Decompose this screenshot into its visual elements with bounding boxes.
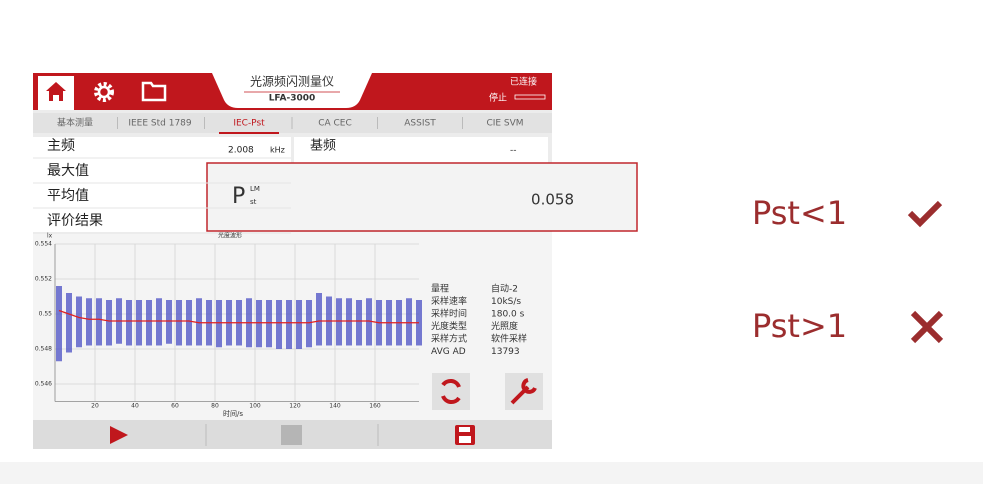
y-tick-label: 0.548 xyxy=(35,346,52,353)
play-button[interactable] xyxy=(110,426,128,444)
x-axis-label: 时间/s xyxy=(223,409,243,418)
x-tick-label: 140 xyxy=(329,403,341,410)
info-value: 10kS/s xyxy=(491,297,521,307)
x-tick-label: 20 xyxy=(91,403,99,410)
info-label: 采样方式 xyxy=(431,333,467,345)
folder-button[interactable] xyxy=(141,81,167,102)
y-tick-label: 0.554 xyxy=(35,241,52,248)
right-row xyxy=(294,137,548,163)
refresh-button[interactable] xyxy=(432,373,470,410)
x-tick-label: 40 xyxy=(131,403,139,410)
row-label: 最大值 xyxy=(47,163,89,179)
header-title-area xyxy=(212,73,372,108)
row-label: 主频 xyxy=(47,138,75,154)
y-axis-label: lx xyxy=(47,233,53,240)
popup-sup: LM xyxy=(250,185,260,193)
tab[interactable]: 基本测量 xyxy=(57,117,93,129)
x-tick-label: 160 xyxy=(369,403,381,410)
mean-line xyxy=(58,309,419,324)
save-button[interactable] xyxy=(455,425,475,445)
x-tick-label: 80 xyxy=(211,403,219,410)
row-label: 基频 xyxy=(310,139,336,154)
cross-icon xyxy=(910,310,944,344)
popup-value: 0.058 xyxy=(531,191,574,209)
settings-button[interactable] xyxy=(94,82,114,102)
info-label: 光度类型 xyxy=(431,320,467,332)
tab[interactable]: ASSIST xyxy=(404,119,436,129)
check-icon xyxy=(907,200,943,228)
row-value: 2.008 xyxy=(228,146,254,156)
popup xyxy=(206,162,638,232)
info-value: 13793 xyxy=(491,347,520,357)
row-label: 评价结果 xyxy=(47,213,103,229)
tab[interactable]: IEEE Std 1789 xyxy=(128,119,192,129)
progress xyxy=(514,94,546,100)
model: LFA-3000 xyxy=(269,94,316,104)
y-tick-label: 0.55 xyxy=(39,311,53,318)
home-icon xyxy=(46,82,66,101)
chart-title: 光度波形 xyxy=(218,232,242,240)
row-unit: kHz xyxy=(270,146,285,155)
stop-button[interactable] xyxy=(281,425,302,445)
info-value: 光照度 xyxy=(491,320,518,332)
y-tick-label: 0.546 xyxy=(35,381,52,388)
info-label: 采样时间 xyxy=(431,308,467,320)
bottom-strip xyxy=(0,462,983,484)
refresh-icon xyxy=(441,379,461,404)
popup-symbol: P xyxy=(232,184,245,209)
info-value: 180.0 s xyxy=(491,310,525,320)
x-tick-label: 60 xyxy=(171,403,179,410)
tab[interactable]: CA CEC xyxy=(318,119,352,129)
info-label: 量程 xyxy=(431,284,449,295)
wrench-icon xyxy=(510,378,537,405)
info-label: 采样速率 xyxy=(431,295,467,307)
tab[interactable]: IEC-Pst xyxy=(233,119,265,129)
info-label: AVG AD xyxy=(431,347,466,357)
info-value: 自动-2 xyxy=(491,283,518,295)
info-value: 软件采样 xyxy=(491,333,527,345)
y-tick-label: 0.552 xyxy=(35,276,52,283)
x-tick-label: 100 xyxy=(249,403,261,410)
popup-sub: st xyxy=(250,198,257,206)
app-title: 光源频闪测量仪 xyxy=(250,75,334,89)
x-tick-label: 120 xyxy=(289,403,301,410)
run-state: 停止 xyxy=(489,92,507,104)
row-value: -- xyxy=(510,146,517,156)
pass-label: Pst<1 xyxy=(752,194,847,232)
row-label: 平均值 xyxy=(47,188,89,204)
fail-label: Pst>1 xyxy=(752,307,847,345)
connection-status: 已连接 xyxy=(510,76,537,88)
tab[interactable]: CIE SVM xyxy=(486,119,523,129)
